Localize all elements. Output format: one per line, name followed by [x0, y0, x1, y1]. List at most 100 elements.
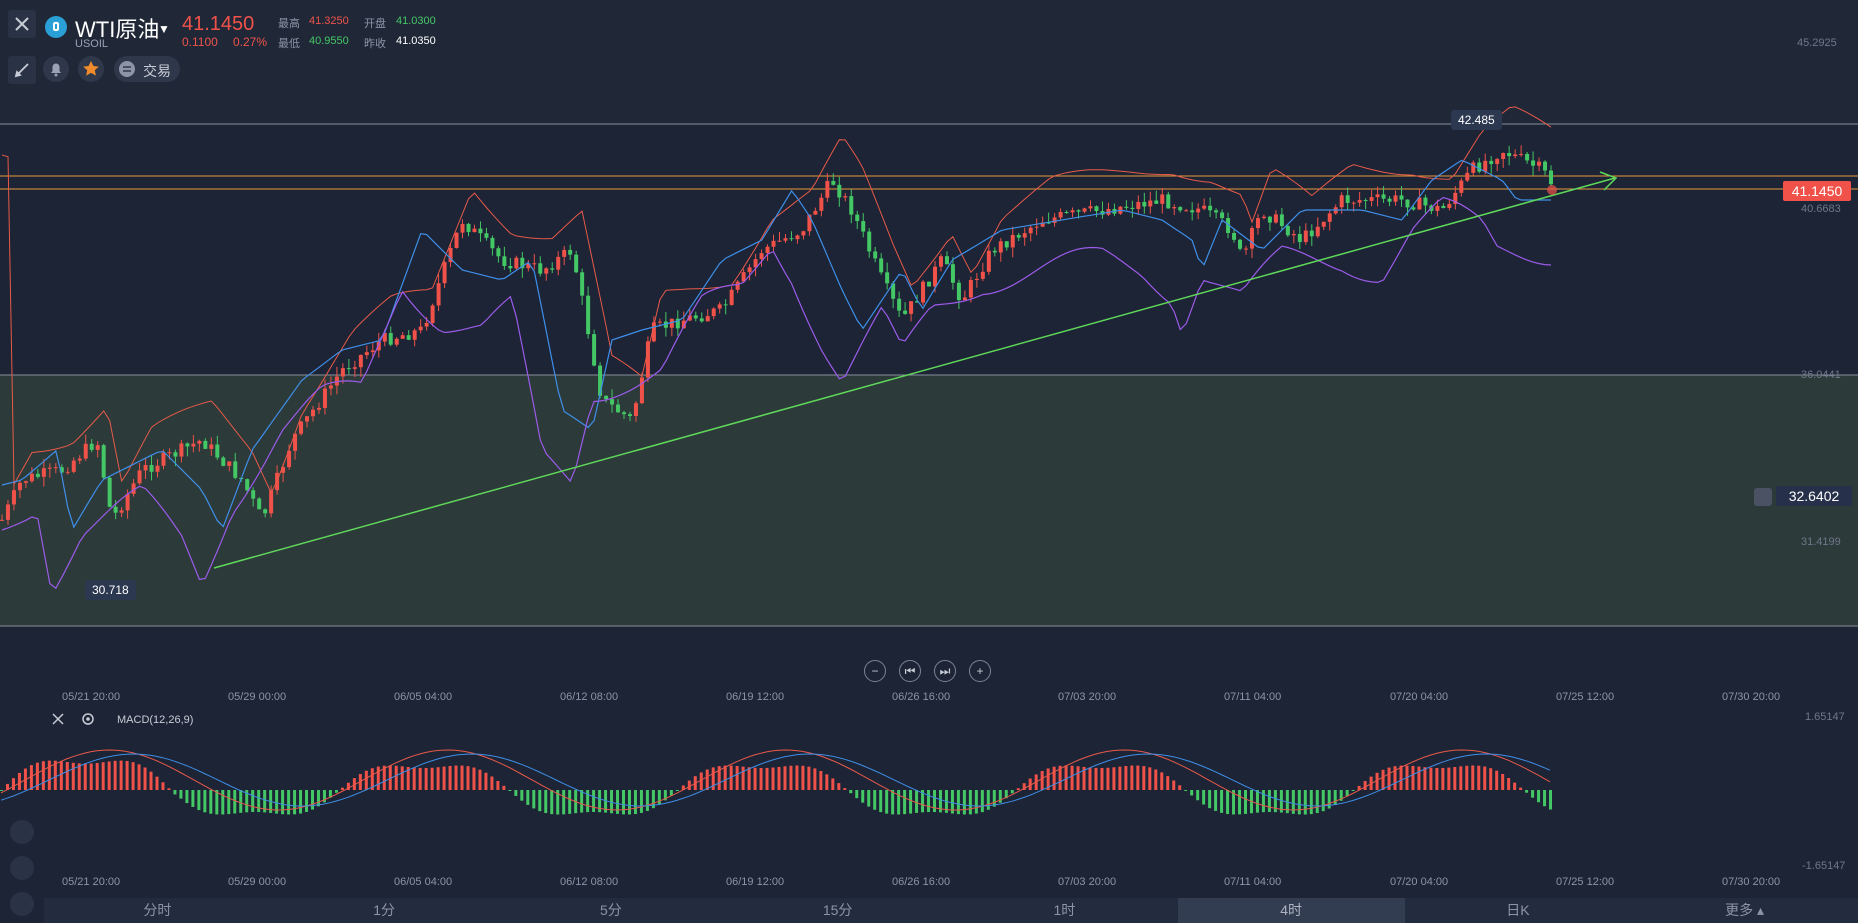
- candle-body: [113, 506, 118, 513]
- candle-body: [209, 444, 214, 449]
- candle-body: [1399, 195, 1404, 200]
- alert-button[interactable]: [43, 56, 69, 82]
- macd-bar: [370, 768, 374, 790]
- macd-bar: [442, 766, 446, 790]
- candle-body: [1136, 201, 1141, 209]
- macd-bar: [113, 760, 117, 790]
- candle-body: [125, 493, 130, 511]
- candle-body: [807, 214, 812, 232]
- candle-body: [980, 271, 985, 279]
- candle-body: [580, 272, 585, 296]
- macd-bar: [1255, 790, 1259, 813]
- macd-bar: [125, 760, 129, 790]
- candle-body: [574, 254, 579, 273]
- macd-bar: [400, 766, 404, 790]
- candle-body: [598, 365, 603, 396]
- macd-bar: [1513, 782, 1517, 790]
- symbol-title[interactable]: WTI原油: [75, 17, 160, 42]
- candle-body: [681, 320, 686, 329]
- candle-type-icon[interactable]: [10, 820, 34, 844]
- zoom-in-button[interactable]: +: [969, 660, 991, 682]
- tab-timeframe[interactable]: 15分: [822, 902, 853, 918]
- scroll-right-button[interactable]: ⏭: [934, 660, 956, 682]
- macd-bar: [287, 790, 291, 815]
- macd-bar: [430, 767, 434, 790]
- chevron-down-icon[interactable]: ▼: [158, 22, 170, 36]
- tab-timeframe[interactable]: 1时: [1053, 902, 1076, 918]
- candle-body: [1166, 194, 1171, 209]
- close-button[interactable]: [8, 10, 36, 38]
- main-x-label: 07/20 04:00: [1390, 691, 1449, 703]
- macd-bar: [903, 790, 907, 815]
- macd-bar: [1549, 790, 1553, 810]
- candle-body: [1046, 222, 1051, 224]
- candle-body: [1016, 234, 1021, 238]
- macd-bar: [5, 783, 9, 790]
- trade-icon: [119, 61, 135, 77]
- macd-bar: [855, 790, 859, 799]
- candle-body: [1447, 203, 1452, 209]
- indicator-icon[interactable]: [10, 892, 34, 916]
- macd-bar: [0, 790, 3, 791]
- candle-body: [17, 482, 22, 491]
- macd-bar: [1058, 765, 1062, 790]
- macd-bar: [1267, 790, 1271, 813]
- trade-button[interactable]: [114, 56, 180, 82]
- macd-bar: [783, 766, 787, 790]
- price-alert-bell-icon[interactable]: [1754, 488, 1772, 506]
- macd-bar: [508, 790, 512, 791]
- candle-body: [257, 498, 262, 510]
- candle-body: [813, 210, 818, 215]
- zoom-out-button[interactable]: −: [864, 660, 886, 682]
- candle-body: [1345, 195, 1350, 203]
- symbol-code: USOIL: [75, 38, 109, 50]
- macd-bar: [1273, 790, 1277, 813]
- price-alert-tag[interactable]: 32.6402: [1776, 486, 1852, 506]
- macd-bar: [1447, 767, 1451, 790]
- draw-icon[interactable]: [10, 856, 34, 880]
- macd-bar: [1028, 778, 1032, 790]
- macd-bar: [980, 790, 984, 813]
- candle-body: [717, 304, 722, 309]
- main-x-label: 05/21 20:00: [62, 691, 121, 703]
- candle-body: [65, 471, 70, 473]
- candle-body: [1094, 206, 1099, 212]
- macd-bar: [257, 790, 261, 813]
- tab-timeframe[interactable]: 4时: [1177, 898, 1405, 923]
- macd-bar: [598, 790, 602, 813]
- candle-body: [789, 238, 794, 240]
- macd-bar: [938, 790, 942, 813]
- candle-body: [1052, 217, 1057, 223]
- candle-body: [1261, 216, 1266, 219]
- macd-bar: [1315, 790, 1319, 814]
- candle-body: [544, 268, 549, 274]
- macd-bar: [1172, 780, 1176, 790]
- favorite-button[interactable]: [78, 56, 104, 82]
- candle-body: [1507, 153, 1512, 157]
- macd-bar: [1082, 766, 1086, 790]
- candle-body: [514, 257, 519, 269]
- tab-timeframe[interactable]: 1分: [373, 902, 396, 918]
- macd-bar: [1489, 768, 1493, 790]
- candle-body: [191, 443, 196, 447]
- candle-body: [705, 316, 710, 322]
- prev-close-value: 41.0350: [396, 35, 436, 47]
- candle-body: [1519, 153, 1524, 155]
- tab-timeframe[interactable]: 更多 ▴: [1725, 902, 1765, 918]
- macd-top-label: 1.65147: [1805, 711, 1845, 723]
- tab-timeframe[interactable]: 5分: [599, 902, 622, 918]
- macd-bar: [897, 790, 901, 815]
- macd-bar: [562, 790, 566, 815]
- candle-body: [185, 443, 190, 447]
- drawing-tool-button[interactable]: [8, 56, 36, 84]
- macd-bar: [227, 790, 231, 815]
- scroll-left-button[interactable]: ⏮: [899, 660, 921, 682]
- close-indicator-icon[interactable]: [50, 711, 66, 732]
- candle-body: [1459, 180, 1464, 193]
- macd-bar: [950, 790, 954, 814]
- indicator-settings-icon[interactable]: [80, 711, 96, 732]
- macd-bar: [861, 790, 865, 803]
- tab-timeframe[interactable]: 日K: [1506, 902, 1530, 918]
- tab-timeframe[interactable]: 分时: [143, 902, 172, 918]
